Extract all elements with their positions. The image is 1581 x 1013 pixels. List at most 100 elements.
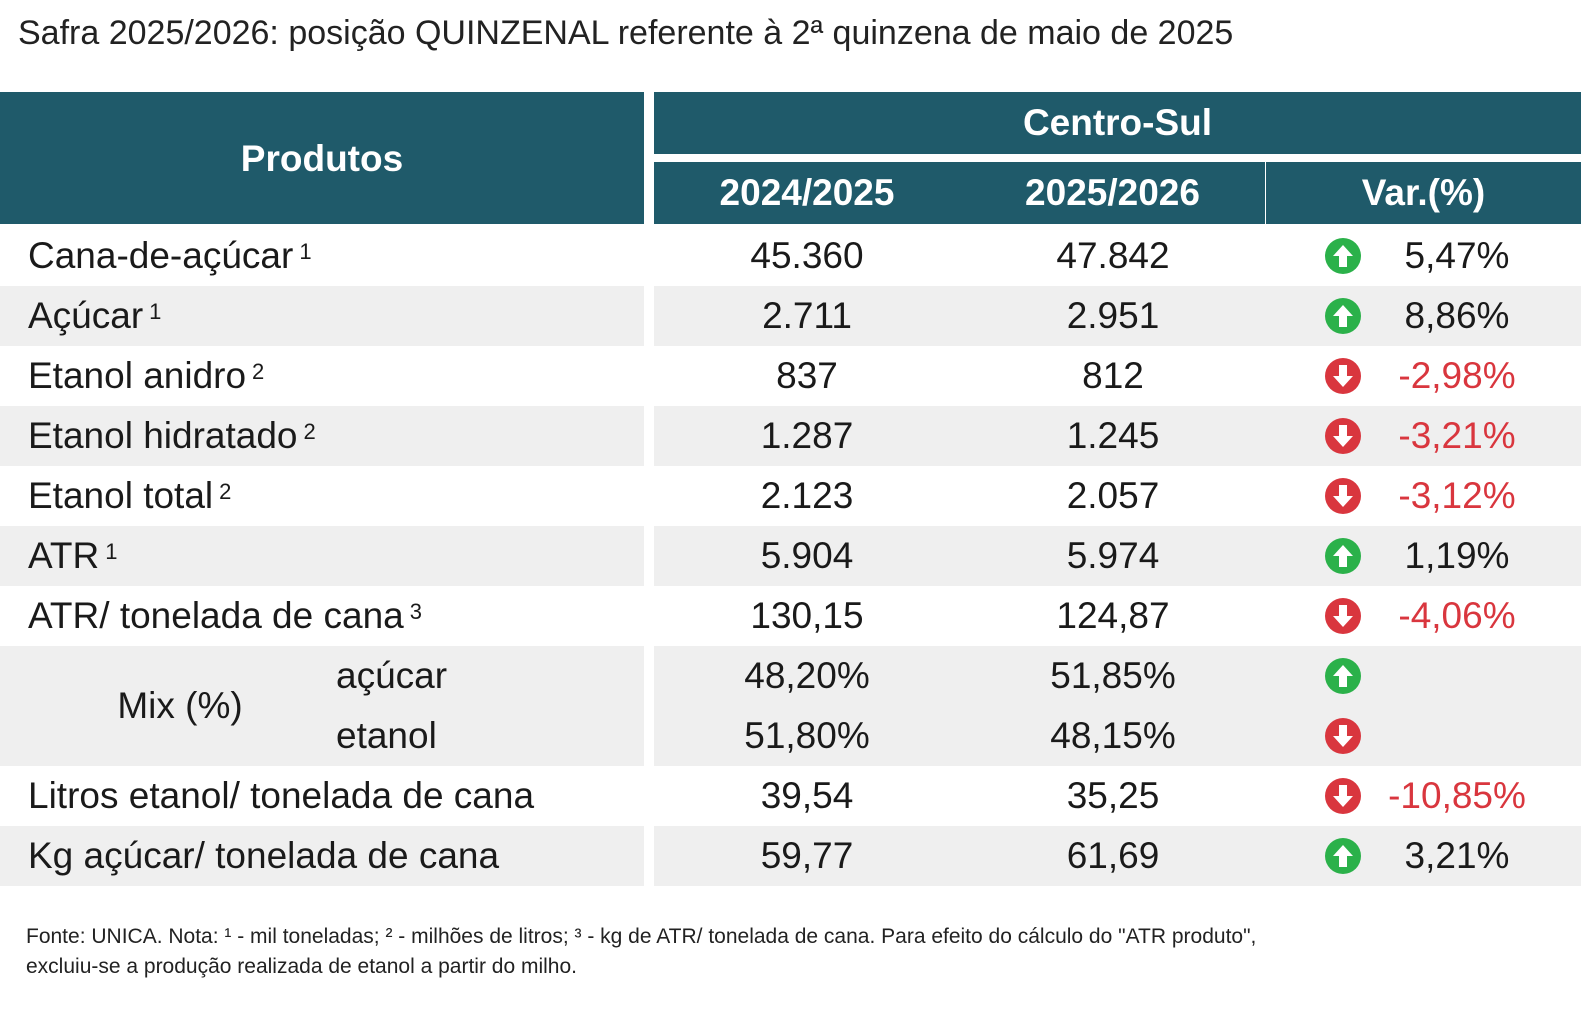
value-2024-2025: 39,54 [657, 766, 957, 826]
row-label-text: ATR [28, 535, 100, 576]
row-label-text: Cana-de-açúcar [28, 235, 294, 276]
mix-sublabel-text: etanol [336, 715, 437, 756]
value-var: -3,12% [1357, 466, 1557, 526]
arrow-up-circle-icon [1325, 538, 1361, 574]
row-shade-left [0, 826, 644, 886]
footnote-marker: 2 [219, 479, 232, 504]
table-row: Etanol total 2 2.123 2.057 -3,12% [0, 466, 1581, 526]
mix-label-text: Mix (%) [117, 685, 243, 726]
value-2025-2026-text: 124,87 [1056, 595, 1170, 636]
value-var-text: -3,12% [1398, 475, 1516, 516]
header-col-var: Var.(%) [1266, 162, 1581, 224]
value-var: -3,21% [1357, 406, 1557, 466]
row-label: Cana-de-açúcar 1 [28, 226, 312, 286]
row-shade-left [0, 646, 644, 766]
value-2025-2026: 35,25 [963, 766, 1263, 826]
row-shade-left [0, 286, 644, 346]
row-label: Etanol hidratado 2 [28, 406, 316, 466]
value-2025-2026-text: 47.842 [1056, 235, 1170, 276]
value-var: 8,86% [1357, 286, 1557, 346]
value-2025-2026: 1.245 [963, 406, 1263, 466]
value-var: 3,21% [1357, 826, 1557, 886]
value-2024-2025-text: 837 [776, 355, 838, 396]
value-2025-2026: 61,69 [963, 826, 1263, 886]
value-var-text: 1,19% [1404, 535, 1510, 576]
value-2025-2026: 124,87 [963, 586, 1263, 646]
table-row: Etanol anidro 2 837 812 -2,98% [0, 346, 1581, 406]
value-var-text: -4,06% [1398, 595, 1516, 636]
value-2024-2025-text: 59,77 [760, 835, 854, 876]
value-2025-2026: 51,85% [963, 646, 1263, 706]
arrow-up-circle-icon [1325, 238, 1361, 274]
value-2025-2026-text: 812 [1082, 355, 1144, 396]
row-shade-left [0, 406, 644, 466]
header-produtos: Produtos [0, 92, 644, 224]
arrow-down-circle-icon [1325, 598, 1361, 634]
header-region: Centro-Sul [654, 92, 1581, 154]
value-var-text: -2,98% [1398, 355, 1516, 396]
footnote-marker: 2 [252, 359, 265, 384]
arrow-down-circle-icon [1325, 358, 1361, 394]
table-row: Litros etanol/ tonelada de cana 39,54 35,2… [0, 766, 1581, 826]
value-var: -2,98% [1357, 346, 1557, 406]
value-2025-2026-text: 35,25 [1066, 775, 1160, 816]
footnote-marker: 2 [303, 419, 316, 444]
footer-line-1: Fonte: UNICA. Nota: ¹ - mil toneladas; ²… [26, 925, 1257, 948]
header-region-label: Centro-Sul [1022, 102, 1213, 143]
header-col-2025-2026: 2025/2026 [960, 162, 1265, 224]
table-row: Cana-de-açúcar 1 45.360 47.842 5,47% [0, 226, 1581, 286]
row-label: ATR/ tonelada de cana 3 [28, 586, 422, 646]
value-2024-2025: 130,15 [657, 586, 957, 646]
mix-subrow-acucar: açúcar 48,20% 51,85% [0, 646, 1581, 706]
mix-label: Mix (%) [40, 646, 320, 766]
row-shade-right [654, 406, 1581, 466]
value-2024-2025-text: 1.287 [760, 415, 854, 456]
row-label: Etanol total 2 [28, 466, 231, 526]
row-label-text: Litros etanol/ tonelada de cana [28, 775, 535, 816]
header-col-2024-2025: 2024/2025 [654, 162, 960, 224]
footer-note: Fonte: UNICA. Nota: ¹ - mil toneladas; ²… [26, 922, 1256, 982]
value-2024-2025-text: 48,20% [744, 655, 870, 696]
value-var-text: -3,21% [1398, 415, 1516, 456]
footnote-marker: 1 [105, 539, 118, 564]
value-var: -4,06% [1357, 586, 1557, 646]
value-2024-2025: 2.123 [657, 466, 957, 526]
table-row: Etanol hidratado 2 1.287 1.245 -3,21% [0, 406, 1581, 466]
row-shade-right [654, 526, 1581, 586]
value-2024-2025: 837 [657, 346, 957, 406]
row-label-text: Etanol hidratado [28, 415, 298, 456]
table-row: Kg açúcar/ tonelada de cana 59,77 61,69 3,2… [0, 826, 1581, 886]
row-label: Litros etanol/ tonelada de cana [28, 766, 534, 826]
value-2024-2025-text: 2.711 [762, 295, 852, 336]
footnote-marker: 1 [149, 299, 162, 324]
value-2024-2025: 51,80% [657, 706, 957, 766]
value-2024-2025: 1.287 [657, 406, 957, 466]
value-2025-2026-text: 61,69 [1066, 835, 1160, 876]
value-2025-2026: 2.951 [963, 286, 1263, 346]
value-2024-2025-text: 39,54 [760, 775, 854, 816]
row-shade-right [654, 826, 1581, 886]
footer-line-2: excluiu-se a produção realizada de etano… [26, 955, 577, 978]
arrow-down-circle-icon [1325, 478, 1361, 514]
value-2025-2026: 2.057 [963, 466, 1263, 526]
arrow-down-circle-icon [1325, 418, 1361, 454]
arrow-down-circle-icon [1325, 718, 1361, 754]
value-2024-2025: 45.360 [657, 226, 957, 286]
table-row: ATR/ tonelada de cana 3 130,15 124,87 -4,06% [0, 586, 1581, 646]
header-col2-label: 2025/2026 [1025, 172, 1200, 213]
value-2025-2026: 812 [963, 346, 1263, 406]
page-title: Safra 2025/2026: posição QUINZENAL refer… [18, 14, 1234, 52]
value-2024-2025: 2.711 [657, 286, 957, 346]
row-label: ATR 1 [28, 526, 118, 586]
footnote-marker: 3 [409, 599, 422, 624]
row-shade-right [654, 286, 1581, 346]
value-2024-2025-text: 45.360 [750, 235, 864, 276]
value-2024-2025: 5.904 [657, 526, 957, 586]
row-label-text: ATR/ tonelada de cana [28, 595, 404, 636]
arrow-up-circle-icon [1325, 838, 1361, 874]
value-2025-2026-text: 1.245 [1066, 415, 1160, 456]
table-row-mix: Mix (%) açúcar 48,20% 51,85% etanol 51,80% 48,… [0, 646, 1581, 766]
value-2024-2025-text: 130,15 [750, 595, 864, 636]
header-produtos-label: Produtos [240, 138, 404, 179]
footnote-marker: 1 [299, 239, 312, 264]
